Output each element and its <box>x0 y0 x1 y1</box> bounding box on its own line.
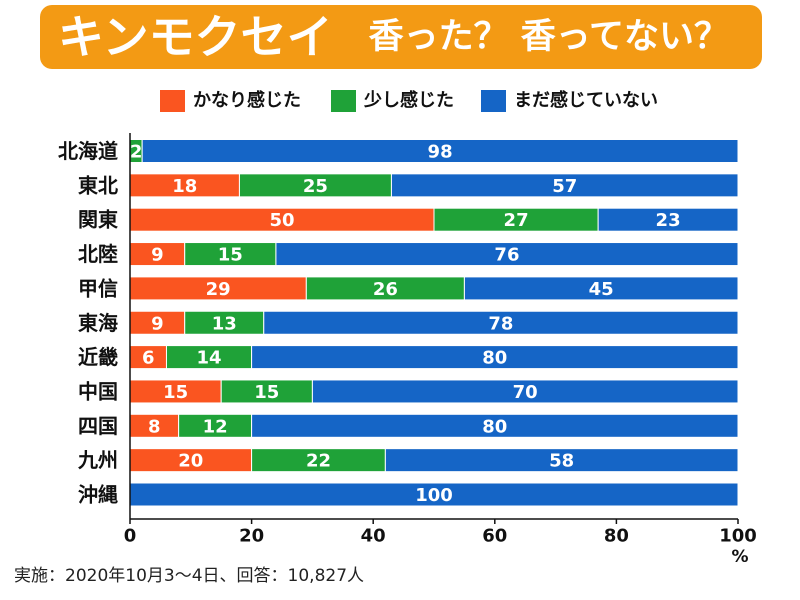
bar-value-label: 6 <box>142 348 155 369</box>
bar-value-label: 12 <box>203 416 228 437</box>
survey-footnote: 実施：2020年10月3～4日、回答：10,827人 <box>14 566 365 586</box>
category-label: 沖縄 <box>78 483 118 507</box>
bar-row: 中国 15 15 70 <box>78 379 739 404</box>
bar-value-label: 14 <box>197 348 222 369</box>
legend-item: まだ感じていない <box>481 88 658 114</box>
bar-segment <box>141 139 739 163</box>
bar-row: 北陸 9 15 76 <box>78 242 739 267</box>
bar-row: 九州 20 22 58 <box>77 448 739 473</box>
legend-swatch <box>160 90 185 112</box>
x-tick-label: 0 <box>124 526 137 547</box>
bar-row: 関東 50 27 23 <box>78 207 739 232</box>
bar-value-label: 98 <box>428 142 453 163</box>
bar-value-label: 76 <box>494 245 519 266</box>
bar-value-label: 80 <box>482 416 507 437</box>
bar-row: 東海 9 13 78 <box>78 310 739 335</box>
chart-title: キンモクセイ <box>58 10 333 64</box>
x-unit-label: % <box>731 547 748 567</box>
category-label: 中国 <box>78 379 118 403</box>
x-tick-label: 80 <box>604 526 629 547</box>
bar-value-label: 78 <box>488 313 513 334</box>
bar-value-label: 13 <box>212 313 237 334</box>
bar-value-label: 9 <box>151 313 164 334</box>
bar-value-label: 26 <box>373 279 398 300</box>
bar-row: 北海道 2 98 <box>58 139 739 163</box>
legend-label: まだ感じていない <box>514 90 658 111</box>
x-tick-label: 100 <box>719 526 757 547</box>
bar-value-label: 58 <box>549 451 574 472</box>
category-label: 甲信 <box>78 276 118 300</box>
bar-value-label: 57 <box>552 176 577 197</box>
bar-value-label: 25 <box>303 176 328 197</box>
category-label: 関東 <box>78 208 118 232</box>
bar-segment <box>263 310 739 335</box>
bar-row: 甲信 29 26 45 <box>78 276 739 301</box>
x-tick-label: 20 <box>239 526 264 547</box>
title-banner: キンモクセイ 香った？ 香ってない？ <box>40 5 762 69</box>
bar-value-label: 23 <box>656 210 681 231</box>
bar-value-label: 15 <box>218 245 243 266</box>
bar-value-label: 15 <box>163 382 188 403</box>
legend-item: かなり感じた <box>160 88 301 114</box>
category-label: 北海道 <box>58 139 118 163</box>
category-label: 近畿 <box>78 345 118 369</box>
bar-value-label: 45 <box>589 279 614 300</box>
bar-value-label: 80 <box>482 348 507 369</box>
x-tick-label: 60 <box>482 526 507 547</box>
legend-swatch <box>481 90 506 112</box>
legend-swatch <box>331 90 356 112</box>
bar-value-label: 50 <box>269 210 294 231</box>
legend-label: かなり感じた <box>193 90 301 111</box>
bar-value-label: 2 <box>130 142 143 163</box>
bar-row: 四国 8 12 80 <box>78 413 739 438</box>
bar-segment <box>311 379 739 404</box>
bar-value-label: 100 <box>415 485 453 506</box>
bar-value-label: 18 <box>172 176 197 197</box>
bar-value-label: 20 <box>178 451 203 472</box>
bar-value-label: 8 <box>148 416 161 437</box>
category-label: 九州 <box>77 448 118 472</box>
legend: かなり感じた 少し感じた まだ感じていない <box>0 88 800 114</box>
bar-segment <box>463 276 739 301</box>
legend-label: 少し感じた <box>364 90 454 111</box>
bar-row: 沖縄 100 <box>78 482 739 507</box>
bar-value-label: 15 <box>254 382 279 403</box>
chart-subtitle: 香った？ 香ってない？ <box>368 16 730 57</box>
category-label: 四国 <box>78 414 118 438</box>
bar-value-label: 27 <box>504 210 529 231</box>
bar-segment <box>251 413 739 438</box>
bar-segment <box>275 242 739 267</box>
category-label: 東海 <box>78 311 118 335</box>
x-tick-label: 40 <box>361 526 386 547</box>
bar-row: 近畿 6 14 80 <box>78 345 739 370</box>
bar-value-label: 9 <box>151 245 164 266</box>
bar-value-label: 29 <box>206 279 231 300</box>
bar-segment <box>597 207 739 232</box>
legend-item: 少し感じた <box>331 88 454 114</box>
category-label: 北陸 <box>78 242 118 266</box>
bar-segment <box>384 448 739 473</box>
bar-row: 東北 18 25 57 <box>78 173 739 198</box>
bar-segment <box>251 345 739 370</box>
bar-segment <box>390 173 739 198</box>
category-label: 東北 <box>78 173 118 197</box>
bar-value-label: 22 <box>306 451 331 472</box>
bar-value-label: 70 <box>513 382 538 403</box>
